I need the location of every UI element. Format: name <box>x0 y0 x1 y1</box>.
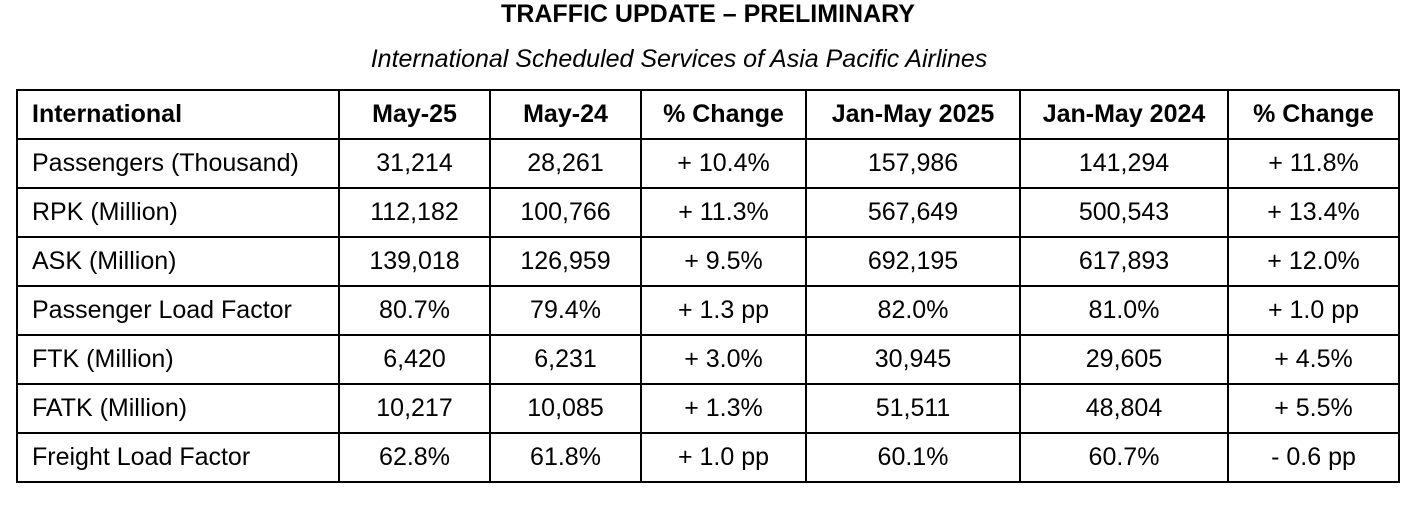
cell-jan-may-2025: 157,986 <box>805 138 1021 189</box>
cell-ytd-change: + 1.0 pp <box>1227 285 1400 336</box>
cell-may-25: 62.8% <box>338 432 491 483</box>
cell-jan-may-2025: 567,649 <box>805 187 1021 238</box>
column-header-jan-may-2024: Jan-May 2024 <box>1019 89 1229 140</box>
table-row-fatk: FATK (Million) 10,217 10,085 + 1.3% 51,5… <box>16 383 1400 434</box>
cell-may-25: 139,018 <box>338 236 491 287</box>
row-label: Passenger Load Factor <box>16 285 340 336</box>
column-header-may-25: May-25 <box>338 89 491 140</box>
column-header-jan-may-2025: Jan-May 2025 <box>805 89 1021 140</box>
table-header-row: International May-25 May-24 % Change Jan… <box>16 89 1400 140</box>
cell-ytd-change: + 11.8% <box>1227 138 1400 189</box>
row-label: Freight Load Factor <box>16 432 340 483</box>
cell-monthly-change: + 3.0% <box>640 334 807 385</box>
table-row-passengers: Passengers (Thousand) 31,214 28,261 + 10… <box>16 138 1400 189</box>
cell-jan-may-2024: 60.7% <box>1019 432 1229 483</box>
cell-jan-may-2025: 51,511 <box>805 383 1021 434</box>
cell-may-24: 79.4% <box>489 285 642 336</box>
row-label: FTK (Million) <box>16 334 340 385</box>
cell-may-24: 61.8% <box>489 432 642 483</box>
cell-ytd-change: + 5.5% <box>1227 383 1400 434</box>
cell-monthly-change: + 1.0 pp <box>640 432 807 483</box>
cell-jan-may-2025: 692,195 <box>805 236 1021 287</box>
row-label: Passengers (Thousand) <box>16 138 340 189</box>
cell-jan-may-2024: 617,893 <box>1019 236 1229 287</box>
cell-monthly-change: + 11.3% <box>640 187 807 238</box>
cell-jan-may-2024: 48,804 <box>1019 383 1229 434</box>
cell-jan-may-2025: 60.1% <box>805 432 1021 483</box>
traffic-table: International May-25 May-24 % Change Jan… <box>16 89 1400 483</box>
column-header-international: International <box>16 89 340 140</box>
cell-jan-may-2024: 141,294 <box>1019 138 1229 189</box>
cell-may-25: 112,182 <box>338 187 491 238</box>
page-title: TRAFFIC UPDATE – PRELIMINARY <box>501 0 915 28</box>
cell-ytd-change: + 12.0% <box>1227 236 1400 287</box>
cell-jan-may-2024: 81.0% <box>1019 285 1229 336</box>
cell-may-24: 100,766 <box>489 187 642 238</box>
cell-monthly-change: + 1.3% <box>640 383 807 434</box>
cell-may-25: 6,420 <box>338 334 491 385</box>
cell-monthly-change: + 9.5% <box>640 236 807 287</box>
page-subtitle: International Scheduled Services of Asia… <box>370 45 988 73</box>
table-row-ask: ASK (Million) 139,018 126,959 + 9.5% 692… <box>16 236 1400 287</box>
row-label: ASK (Million) <box>16 236 340 287</box>
table-row-passenger-load-factor: Passenger Load Factor 80.7% 79.4% + 1.3 … <box>16 285 1400 336</box>
cell-ytd-change: + 4.5% <box>1227 334 1400 385</box>
cell-ytd-change: - 0.6 pp <box>1227 432 1400 483</box>
cell-jan-may-2024: 500,543 <box>1019 187 1229 238</box>
cell-may-24: 10,085 <box>489 383 642 434</box>
cell-may-25: 31,214 <box>338 138 491 189</box>
table-row-freight-load-factor: Freight Load Factor 62.8% 61.8% + 1.0 pp… <box>16 432 1400 483</box>
cell-jan-may-2025: 82.0% <box>805 285 1021 336</box>
cell-may-25: 10,217 <box>338 383 491 434</box>
column-header-may-24: May-24 <box>489 89 642 140</box>
column-header-ytd-change: % Change <box>1227 89 1400 140</box>
cell-may-25: 80.7% <box>338 285 491 336</box>
cell-may-24: 126,959 <box>489 236 642 287</box>
row-label: RPK (Million) <box>16 187 340 238</box>
table-row-ftk: FTK (Million) 6,420 6,231 + 3.0% 30,945 … <box>16 334 1400 385</box>
column-header-monthly-change: % Change <box>640 89 807 140</box>
cell-monthly-change: + 10.4% <box>640 138 807 189</box>
cell-ytd-change: + 13.4% <box>1227 187 1400 238</box>
table-row-rpk: RPK (Million) 112,182 100,766 + 11.3% 56… <box>16 187 1400 238</box>
cell-monthly-change: + 1.3 pp <box>640 285 807 336</box>
cell-may-24: 28,261 <box>489 138 642 189</box>
cell-may-24: 6,231 <box>489 334 642 385</box>
row-label: FATK (Million) <box>16 383 340 434</box>
cell-jan-may-2024: 29,605 <box>1019 334 1229 385</box>
cell-jan-may-2025: 30,945 <box>805 334 1021 385</box>
